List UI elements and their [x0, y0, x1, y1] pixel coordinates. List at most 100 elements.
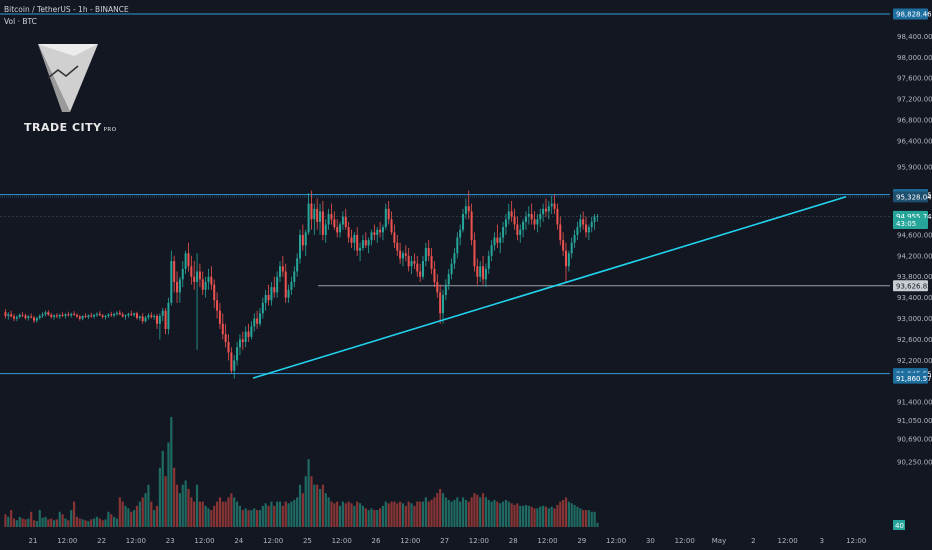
volume-bar — [67, 520, 70, 527]
candle-body — [462, 214, 465, 230]
volume-bar — [313, 484, 316, 527]
candle-body — [447, 274, 450, 285]
volume-bar — [467, 501, 470, 527]
candle-body — [276, 276, 279, 293]
volume-bar — [95, 516, 99, 527]
volume-bar — [187, 488, 190, 527]
volume-bar — [361, 505, 365, 527]
volume-bar — [576, 506, 579, 527]
volume-bar — [487, 499, 490, 527]
candle-body — [416, 263, 419, 272]
x-tick-label: 12:00 — [469, 537, 489, 545]
volume-bar — [273, 505, 276, 527]
volume-bar — [399, 501, 402, 527]
volume-bar — [490, 501, 493, 527]
candle-body — [238, 339, 241, 348]
candle-body — [347, 227, 350, 238]
volume-bar — [484, 497, 487, 527]
ascending-trendline[interactable] — [252, 196, 847, 379]
candle-body — [115, 312, 118, 314]
volume-bar — [573, 505, 576, 527]
candle-body — [387, 208, 390, 220]
volume-indicator-label[interactable]: Vol · BTC — [4, 17, 37, 26]
volume-bar — [367, 510, 370, 527]
x-tick-label: 12:00 — [126, 537, 146, 545]
volume-bar — [64, 518, 67, 527]
y-tick-label: 95,900.00 — [897, 164, 932, 172]
candle-body — [30, 316, 33, 318]
candle-body — [587, 227, 590, 233]
candle-body — [261, 302, 264, 314]
candle-body — [130, 313, 133, 315]
candle-body — [87, 315, 90, 317]
volume-bar — [307, 459, 310, 527]
y-tick-label: 93,400.00 — [897, 294, 932, 302]
candle-body — [359, 247, 362, 251]
candle-body — [167, 302, 170, 329]
candle-body — [150, 315, 153, 317]
volume-bar — [341, 501, 344, 527]
candle-body — [198, 271, 201, 280]
x-tick-label: 12:00 — [263, 537, 283, 545]
candle-body — [439, 292, 442, 314]
candle-body — [47, 312, 50, 315]
candle-body — [187, 253, 190, 267]
volume-bar — [150, 501, 153, 527]
candle-body — [296, 258, 299, 272]
candle-body — [490, 245, 493, 256]
candle-body — [190, 266, 193, 277]
candle-body — [353, 234, 356, 243]
volume-bar — [456, 497, 459, 527]
volume-bar — [519, 505, 522, 527]
candle-body — [373, 232, 376, 235]
volume-bar — [44, 516, 47, 527]
candle-body — [510, 211, 513, 217]
candle-countdown-tag-bg — [893, 217, 928, 229]
y-tick-label: 97,200.00 — [897, 96, 932, 104]
candle-body — [381, 227, 384, 233]
candle-body — [513, 216, 516, 225]
candle-body — [216, 300, 219, 311]
volume-bar — [141, 497, 144, 527]
volume-bar — [556, 505, 559, 527]
candle-body — [393, 232, 396, 243]
candle-body — [562, 240, 565, 251]
symbol-title[interactable]: Bitcoin / TetherUS - 1h - BINANCE — [4, 5, 129, 14]
candle-body — [221, 323, 224, 335]
candle-body — [204, 281, 207, 290]
volume-bar — [72, 501, 76, 527]
volume-bar — [87, 521, 90, 527]
volume-bar — [410, 503, 413, 527]
candle-body — [436, 281, 439, 293]
candle-body — [379, 229, 382, 233]
candle-body — [319, 211, 322, 222]
volume-bar — [250, 510, 253, 527]
volume-bar — [461, 497, 465, 527]
volume-bar — [215, 501, 219, 527]
candle-body — [267, 295, 270, 301]
candle-body — [396, 242, 399, 251]
candle-body — [201, 279, 204, 290]
candle-body — [141, 316, 144, 322]
candle-body — [341, 216, 344, 225]
candle-body — [304, 232, 307, 246]
volume-bar — [135, 505, 139, 527]
volume-bar — [527, 505, 530, 527]
candle-body — [522, 221, 525, 230]
candle-body — [236, 347, 239, 361]
candle-body — [176, 281, 179, 293]
volume-bar — [115, 518, 119, 527]
candle-body — [290, 281, 293, 290]
candle-body — [321, 211, 324, 235]
candle-body — [542, 208, 545, 215]
resistance-price-tag-bg — [893, 191, 928, 203]
volume-bar — [138, 501, 141, 527]
candle-body — [98, 313, 101, 316]
volume-bar — [144, 493, 147, 527]
volume-bar — [281, 505, 284, 527]
volume-bar — [15, 520, 18, 527]
volume-bar — [436, 493, 439, 527]
volume-bar — [130, 511, 133, 527]
